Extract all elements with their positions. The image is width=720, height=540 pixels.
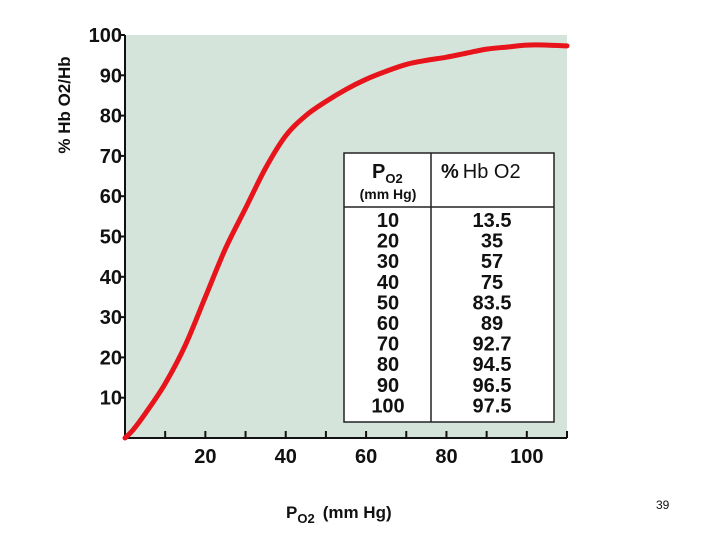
y-tick-label: 50 — [100, 227, 122, 249]
table-cell-po2: 70 — [377, 334, 399, 356]
page-number: 39 — [656, 498, 670, 512]
table-cell-saturation: 35 — [481, 231, 503, 253]
x-axis-title-sub: O2 — [297, 511, 314, 526]
x-ticks: 20 40 60 80 100 — [164, 431, 568, 468]
table-cell-saturation: 89 — [481, 313, 503, 335]
y-axis-title: % Hb O2/Hb — [55, 56, 74, 153]
table-cell-po2: 90 — [377, 375, 399, 397]
table-cell-saturation: 57 — [481, 251, 503, 273]
table-cell-po2: 100 — [371, 395, 404, 417]
y-tick-label: 40 — [100, 267, 122, 289]
table-header-po2-sub: O2 — [385, 171, 402, 186]
y-tick-label: 90 — [100, 65, 122, 87]
table-cell-po2: 30 — [377, 251, 399, 273]
table-cell-saturation: 92.7 — [473, 334, 512, 356]
table-cell-po2: 20 — [377, 231, 399, 253]
y-tick-label: 70 — [100, 146, 122, 168]
y-tick-label: 20 — [100, 347, 122, 369]
x-tick-label: 60 — [355, 446, 377, 468]
table-cell-saturation: 97.5 — [473, 395, 512, 417]
x-axis-title: PO2 (mm Hg) — [286, 503, 392, 526]
table-cell-saturation: 13.5 — [473, 210, 512, 232]
x-axis-title-main: P — [286, 503, 297, 522]
table-cell-saturation: 96.5 — [473, 375, 512, 397]
table-rows: 10 13.5 20 35 30 57 40 75 50 83.5 60 89 70 92.7 80 94.5… — [371, 210, 511, 417]
table-cell-po2: 80 — [377, 354, 399, 376]
table-border — [343, 152, 555, 423]
y-tick-label: 80 — [100, 106, 122, 128]
table-header-po2: PO2 — [372, 161, 403, 186]
x-axis-title-unit: (mm Hg) — [323, 503, 392, 522]
y-tick-label: 10 — [100, 388, 122, 410]
table-cell-po2: 50 — [377, 292, 399, 314]
y-tick-label: 60 — [100, 186, 122, 208]
table-cell-po2: 60 — [377, 313, 399, 335]
table-cell-po2: 10 — [377, 210, 399, 232]
table-cell-po2: 40 — [377, 272, 399, 294]
table-cell-saturation: 94.5 — [473, 354, 512, 376]
y-tick-label: 100 — [89, 25, 122, 47]
table-cell-saturation: 75 — [481, 272, 503, 294]
table-header-percent: % Hb O2 — [441, 161, 521, 183]
x-tick-label: 100 — [510, 446, 543, 468]
table-header-unit: (mm Hg) — [360, 186, 417, 202]
table-header-po2-main: P — [372, 161, 385, 183]
svg-text:PO2(mm Hg): PO2 (mm Hg) — [286, 503, 392, 526]
x-tick-label: 40 — [275, 446, 297, 468]
x-tick-label: 80 — [435, 446, 457, 468]
x-tick-label: 20 — [194, 446, 216, 468]
y-tick-label: 30 — [100, 307, 122, 329]
table-header-percent-symbol: % — [441, 161, 459, 183]
saturation-curve — [122, 42, 570, 441]
data-table: PO2 (mm Hg) % Hb O2 10 13.5 20 35 30 57 40 75 50 8… — [343, 152, 555, 423]
table-header-hbo2: Hb O2 — [463, 161, 521, 183]
table-cell-saturation: 83.5 — [473, 292, 512, 314]
y-ticks: 10 20 30 40 50 60 70 80 90 100 — [89, 25, 125, 410]
